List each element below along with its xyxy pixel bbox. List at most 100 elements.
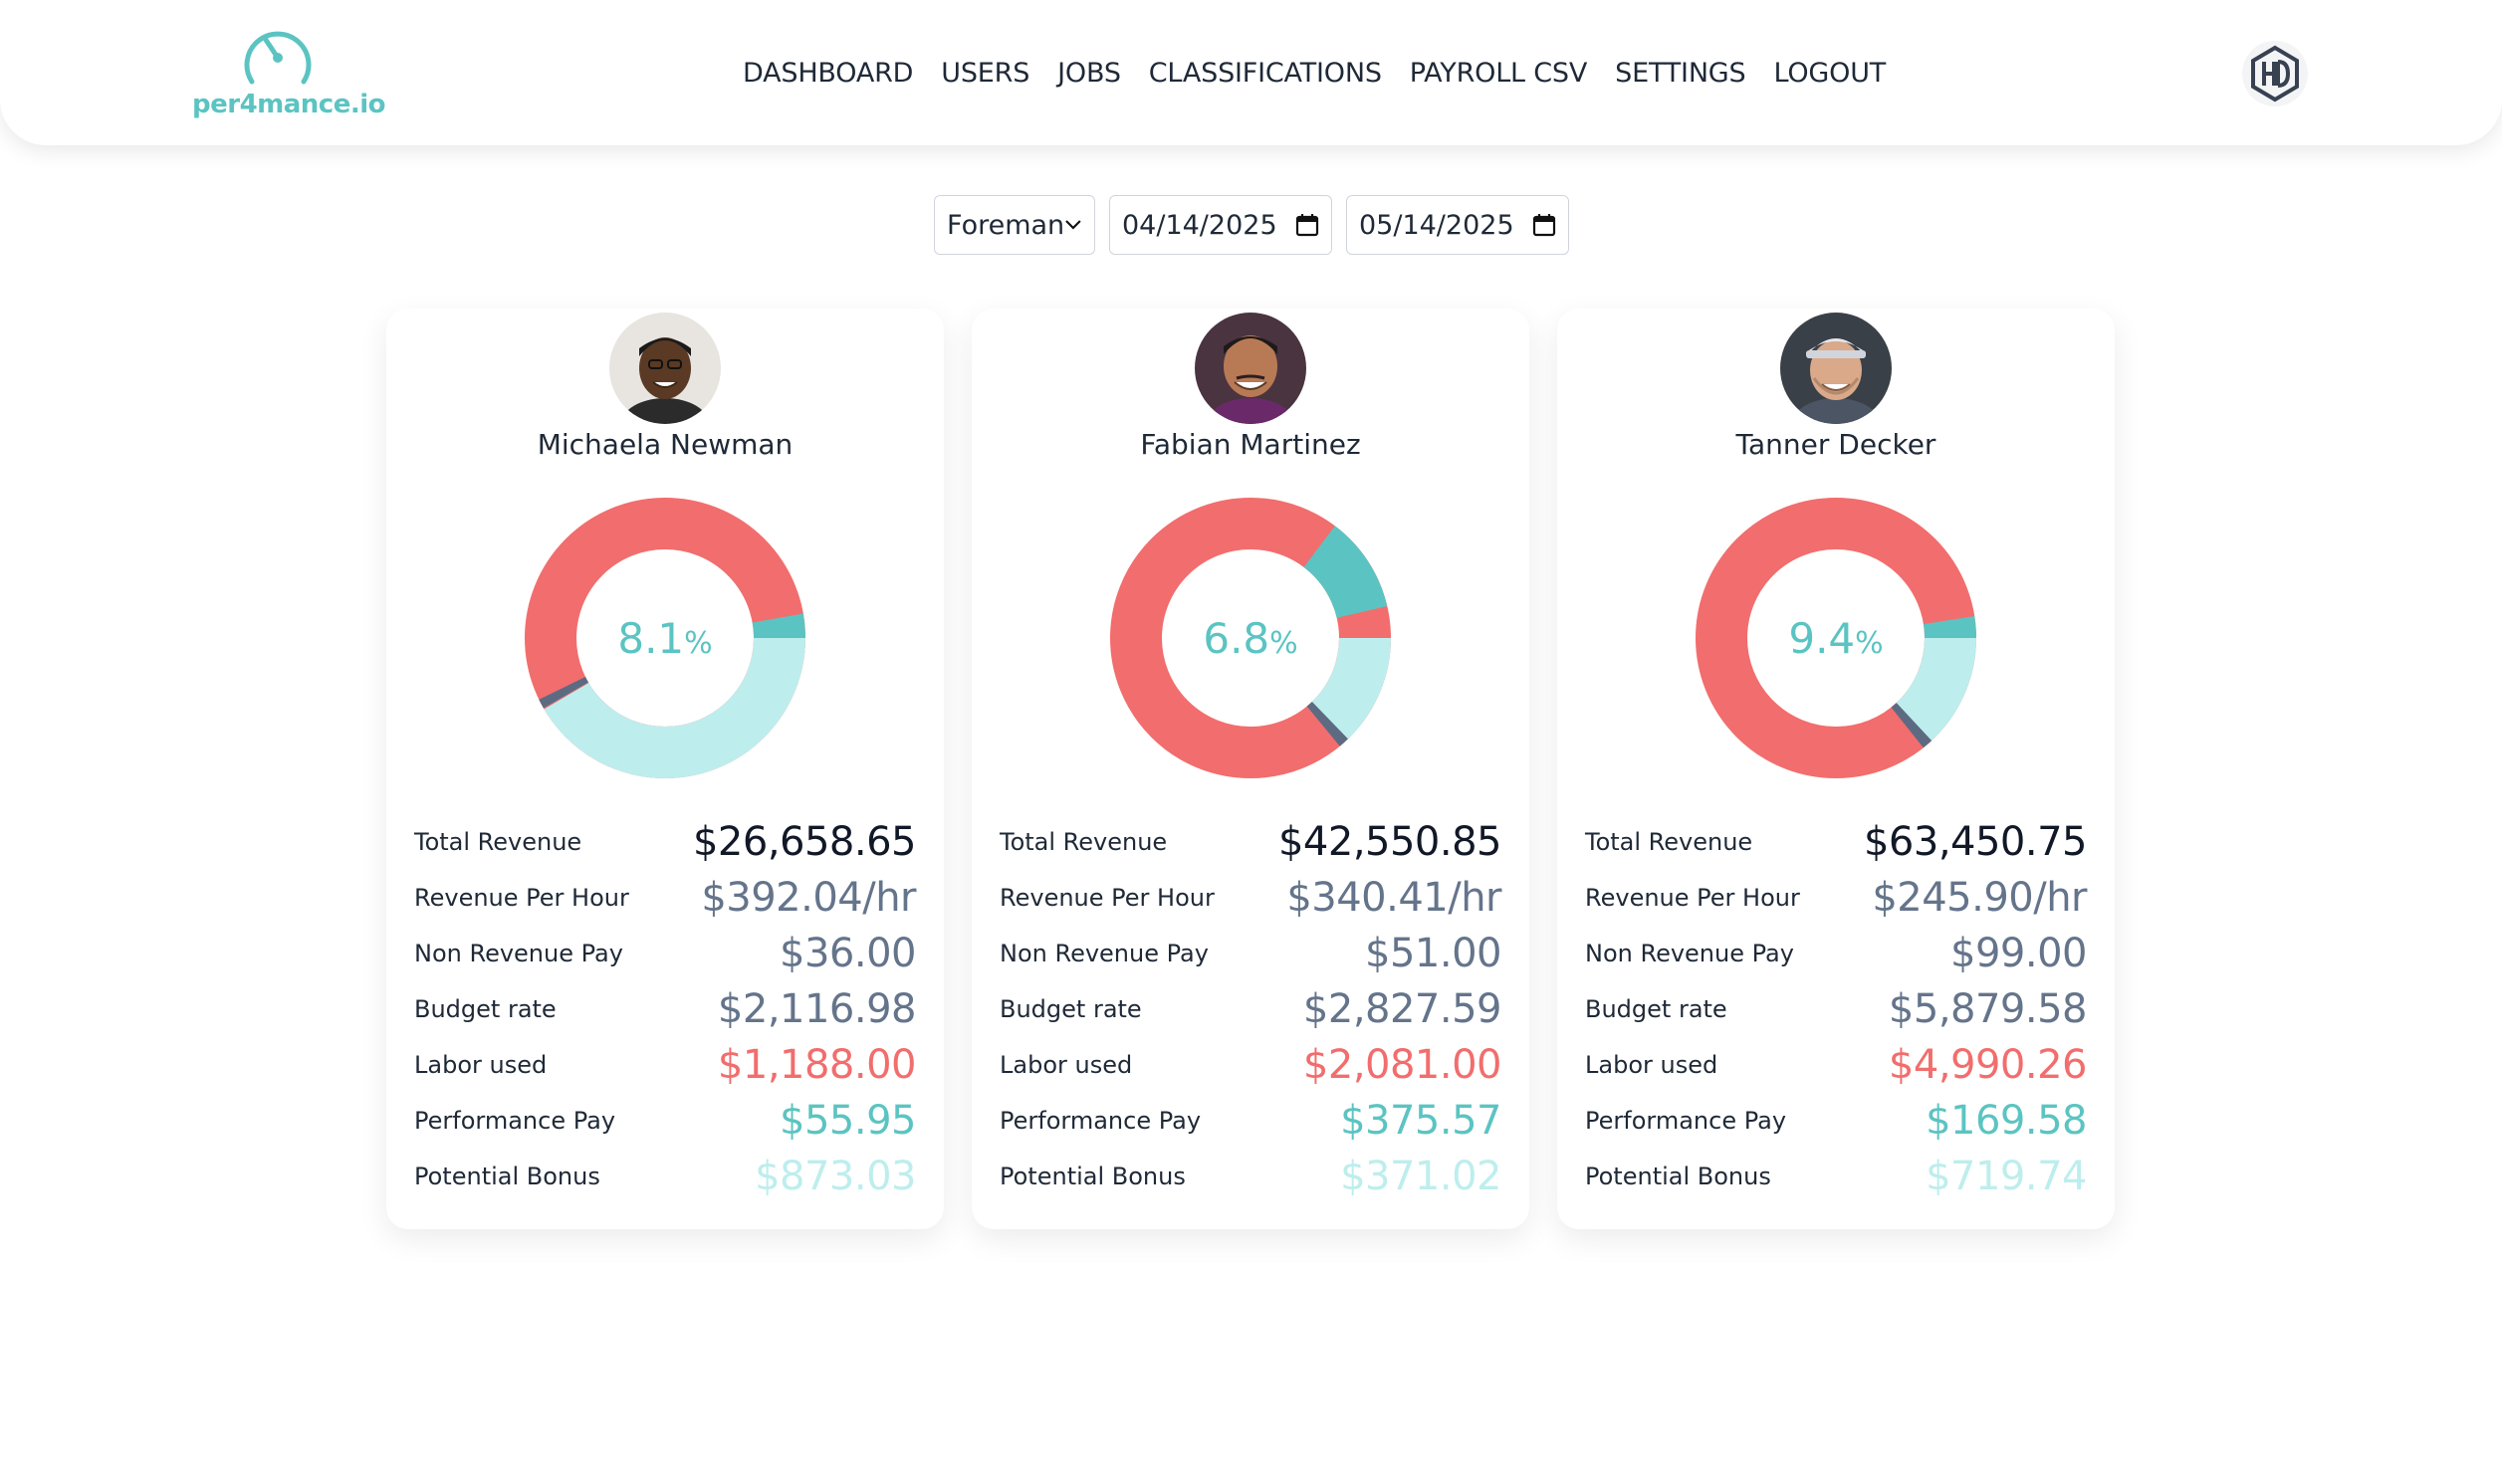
performance-donut-chart: 8.1%	[525, 497, 805, 778]
employee-card: Michaela Newman 8.1% Total Revenue $26,6…	[386, 309, 944, 1229]
stat-row-non-revenue-pay: Non Revenue Pay $51.00	[1000, 926, 1501, 981]
logo-text: per4mance.io	[192, 90, 386, 119]
nav-payroll-csv[interactable]: PAYROLL CSV	[1409, 58, 1588, 89]
percent-value: 8.1	[617, 613, 685, 663]
revenue-per-hour-value: $245.90/hr	[1872, 875, 2087, 921]
stat-label: Revenue Per Hour	[414, 884, 629, 912]
performance-donut-chart: 9.4%	[1696, 498, 1976, 778]
performance-pay-value: $55.95	[780, 1098, 916, 1144]
main-nav: DASHBOARD USERS JOBS CLASSIFICATIONS PAY…	[743, 58, 1886, 89]
employee-name: Tanner Decker	[1735, 428, 1936, 461]
stat-row-labor-used: Labor used $4,990.26	[1585, 1037, 2088, 1093]
non-revenue-pay-value: $51.00	[1365, 931, 1501, 976]
stat-label: Total Revenue	[1000, 828, 1168, 856]
stat-row-potential-bonus: Potential Bonus $873.03	[414, 1149, 916, 1204]
labor-used-value: $2,081.00	[1302, 1042, 1502, 1088]
stats-list: Total Revenue $26,658.65 Revenue Per Hou…	[414, 814, 917, 1204]
nav-dashboard[interactable]: DASHBOARD	[743, 58, 914, 89]
potential-bonus-value: $873.03	[755, 1154, 916, 1199]
stat-row-total-revenue: Total Revenue $26,658.65	[414, 814, 917, 870]
role-select[interactable]: Foreman	[934, 195, 1095, 255]
stat-row-non-revenue-pay: Non Revenue Pay $36.00	[414, 926, 916, 981]
percent-value: 6.8	[1203, 613, 1270, 663]
stat-label: Labor used	[1000, 1051, 1133, 1079]
nav-settings[interactable]: SETTINGS	[1615, 58, 1746, 89]
chevron-down-icon	[1065, 220, 1081, 230]
percent-value: 9.4	[1788, 613, 1856, 663]
top-header: per4mance.io DASHBOARD USERS JOBS CLASSI…	[0, 0, 2502, 145]
stat-row-potential-bonus: Potential Bonus $719.74	[1585, 1149, 2087, 1204]
donut-percent: 8.1%	[525, 498, 805, 778]
stat-row-potential-bonus: Potential Bonus $371.02	[1000, 1149, 1501, 1204]
employee-card: Tanner Decker 9.4% Total Revenue $63,450…	[1557, 309, 2115, 1229]
employee-name: Michaela Newman	[537, 428, 794, 461]
stat-label: Total Revenue	[1585, 828, 1753, 856]
budget-rate-value: $2,827.59	[1302, 986, 1502, 1032]
nav-classifications[interactable]: CLASSIFICATIONS	[1148, 58, 1382, 89]
stats-list: Total Revenue $63,450.75 Revenue Per Hou…	[1585, 814, 2088, 1204]
stats-list: Total Revenue $42,550.85 Revenue Per Hou…	[1000, 814, 1502, 1204]
non-revenue-pay-value: $36.00	[780, 931, 916, 976]
total-revenue-value: $63,450.75	[1863, 819, 2088, 865]
stat-row-revenue-per-hour: Revenue Per Hour $245.90/hr	[1585, 870, 2087, 926]
role-select-value: Foreman	[947, 209, 1065, 241]
speedometer-icon	[244, 31, 312, 85]
potential-bonus-value: $719.74	[1926, 1154, 2087, 1199]
budget-rate-value: $5,879.58	[1888, 986, 2088, 1032]
stat-row-revenue-per-hour: Revenue Per Hour $392.04/hr	[414, 870, 916, 926]
stat-label: Budget rate	[1000, 995, 1142, 1023]
stat-label: Performance Pay	[1585, 1107, 1787, 1135]
stat-row-performance-pay: Performance Pay $55.95	[414, 1093, 916, 1149]
stat-row-labor-used: Labor used $2,081.00	[1000, 1037, 1502, 1093]
nav-logout[interactable]: LOGOUT	[1773, 58, 1887, 89]
stat-label: Potential Bonus	[414, 1163, 600, 1190]
stat-label: Potential Bonus	[1585, 1163, 1771, 1190]
stat-row-performance-pay: Performance Pay $169.58	[1585, 1093, 2087, 1149]
non-revenue-pay-value: $99.00	[1950, 931, 2087, 976]
start-date-value: 04/14/2025	[1122, 209, 1277, 241]
percent-sign: %	[1855, 625, 1884, 661]
percent-sign: %	[684, 625, 713, 661]
stat-label: Performance Pay	[1000, 1107, 1202, 1135]
donut-percent: 9.4%	[1696, 498, 1976, 778]
performance-pay-value: $375.57	[1340, 1098, 1501, 1144]
labor-used-value: $4,990.26	[1888, 1042, 2088, 1088]
stat-label: Non Revenue Pay	[1585, 940, 1794, 967]
stat-row-labor-used: Labor used $1,188.00	[414, 1037, 917, 1093]
stat-label: Labor used	[1585, 1051, 1718, 1079]
company-badge-icon[interactable]	[2241, 40, 2309, 107]
percent-sign: %	[1269, 625, 1298, 661]
performance-donut-chart: 6.8%	[1110, 498, 1391, 778]
stat-label: Revenue Per Hour	[1000, 884, 1215, 912]
stat-label: Non Revenue Pay	[1000, 940, 1209, 967]
total-revenue-value: $42,550.85	[1277, 819, 1502, 865]
calendar-icon[interactable]	[1532, 213, 1556, 237]
stat-row-total-revenue: Total Revenue $63,450.75	[1585, 814, 2088, 870]
stat-label: Budget rate	[414, 995, 557, 1023]
employee-card: Fabian Martinez 6.8% Total Revenue $42,5…	[972, 309, 1529, 1229]
nav-users[interactable]: USERS	[941, 58, 1030, 89]
stat-label: Revenue Per Hour	[1585, 884, 1800, 912]
stat-row-budget-rate: Budget rate $2,827.59	[1000, 981, 1502, 1037]
budget-rate-value: $2,116.98	[717, 986, 917, 1032]
stat-label: Budget rate	[1585, 995, 1727, 1023]
stat-row-performance-pay: Performance Pay $375.57	[1000, 1093, 1501, 1149]
avatar	[609, 313, 721, 424]
avatar	[1195, 313, 1306, 424]
revenue-per-hour-value: $340.41/hr	[1286, 875, 1501, 921]
stat-label: Total Revenue	[414, 828, 582, 856]
stat-label: Performance Pay	[414, 1107, 616, 1135]
labor-used-value: $1,188.00	[717, 1042, 917, 1088]
filter-bar: Foreman 04/14/2025 05/14/2025	[934, 195, 1569, 255]
logo[interactable]: per4mance.io	[192, 22, 386, 125]
stat-row-total-revenue: Total Revenue $42,550.85	[1000, 814, 1502, 870]
end-date-input[interactable]: 05/14/2025	[1346, 195, 1569, 255]
employee-name: Fabian Martinez	[1140, 428, 1361, 461]
donut-percent: 6.8%	[1110, 498, 1391, 778]
stat-row-non-revenue-pay: Non Revenue Pay $99.00	[1585, 926, 2087, 981]
calendar-icon[interactable]	[1295, 213, 1319, 237]
stat-row-budget-rate: Budget rate $5,879.58	[1585, 981, 2088, 1037]
nav-jobs[interactable]: JOBS	[1057, 58, 1121, 89]
start-date-input[interactable]: 04/14/2025	[1109, 195, 1332, 255]
performance-pay-value: $169.58	[1926, 1098, 2087, 1144]
